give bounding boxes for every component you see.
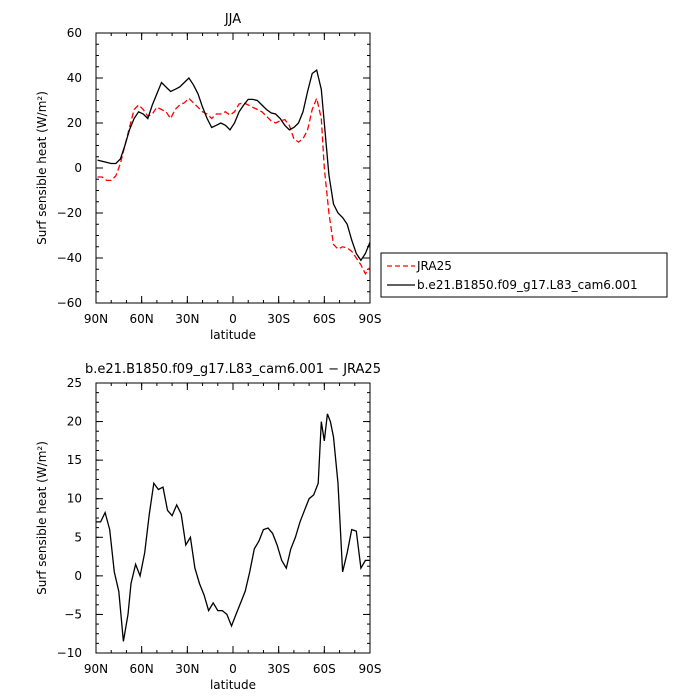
legend-entry: JRA25 bbox=[416, 259, 452, 273]
y-tick-label: 20 bbox=[67, 116, 82, 130]
x-tick-label: 90S bbox=[359, 312, 382, 326]
legend: JRA25 b.e21.B1850.f09_g17.L83_cam6.001 bbox=[380, 252, 668, 298]
x-tick-label: 60S bbox=[313, 312, 336, 326]
chart-title: b.e21.B1850.f09_g17.L83_cam6.001 − JRA25 bbox=[85, 362, 381, 377]
y-axis-label: Surf sensible heat (W/m²) bbox=[35, 91, 49, 245]
plot-frame bbox=[95, 382, 371, 654]
series-line-jra25 bbox=[97, 96, 371, 276]
x-tick-label: 0 bbox=[229, 662, 237, 676]
y-tick-label: 60 bbox=[67, 26, 82, 40]
x-tick-label: 60N bbox=[130, 312, 154, 326]
x-tick-label: 90N bbox=[84, 312, 108, 326]
series-line-b-e21-b1850-f09-g17-l83-cam6-001 bbox=[97, 68, 371, 262]
chart-title: JJA bbox=[224, 12, 241, 27]
x-tick-label: 90S bbox=[359, 662, 382, 676]
x-tick-label: 30N bbox=[175, 662, 199, 676]
x-tick-label: 0 bbox=[229, 312, 237, 326]
top-plot: 90N 60N 30N 0 30S 60S 90S −60 −40 −20 0 20 40 60 JJA la… bbox=[35, 12, 381, 342]
y-tick-label: 40 bbox=[67, 71, 82, 85]
y-tick-label: 25 bbox=[67, 376, 82, 390]
x-axis-label: latitude bbox=[210, 678, 256, 692]
y-tick-label: −40 bbox=[57, 251, 82, 265]
x-tick-label: 30S bbox=[267, 312, 290, 326]
x-tick-label: 30N bbox=[175, 312, 199, 326]
y-tick-label: 5 bbox=[74, 530, 82, 544]
bottom-plot: 90N 60N 30N 0 30S 60S 90S −10 −5 0 5 10 15 20 25b.e21.… bbox=[35, 362, 381, 692]
series-line-difference bbox=[96, 413, 370, 642]
y-tick-label: −20 bbox=[57, 206, 82, 220]
legend-box bbox=[380, 252, 668, 298]
y-tick-label: −10 bbox=[57, 646, 82, 660]
x-axis-label: latitude bbox=[210, 328, 256, 342]
y-tick-label: 15 bbox=[67, 453, 82, 467]
x-tick-label: 60N bbox=[130, 662, 154, 676]
y-tick-label: −60 bbox=[57, 296, 82, 310]
y-tick-label: 10 bbox=[67, 492, 82, 506]
x-tick-label: 90N bbox=[84, 662, 108, 676]
y-tick-label: 0 bbox=[74, 569, 82, 583]
y-axis-label: Surf sensible heat (W/m²) bbox=[35, 441, 49, 595]
y-tick-label: −5 bbox=[64, 607, 82, 621]
x-tick-label: 30S bbox=[267, 662, 290, 676]
y-tick-label: 0 bbox=[74, 161, 82, 175]
legend-entry: b.e21.B1850.f09_g17.L83_cam6.001 bbox=[417, 278, 638, 292]
y-tick-label: 20 bbox=[67, 415, 82, 429]
x-tick-label: 60S bbox=[313, 662, 336, 676]
